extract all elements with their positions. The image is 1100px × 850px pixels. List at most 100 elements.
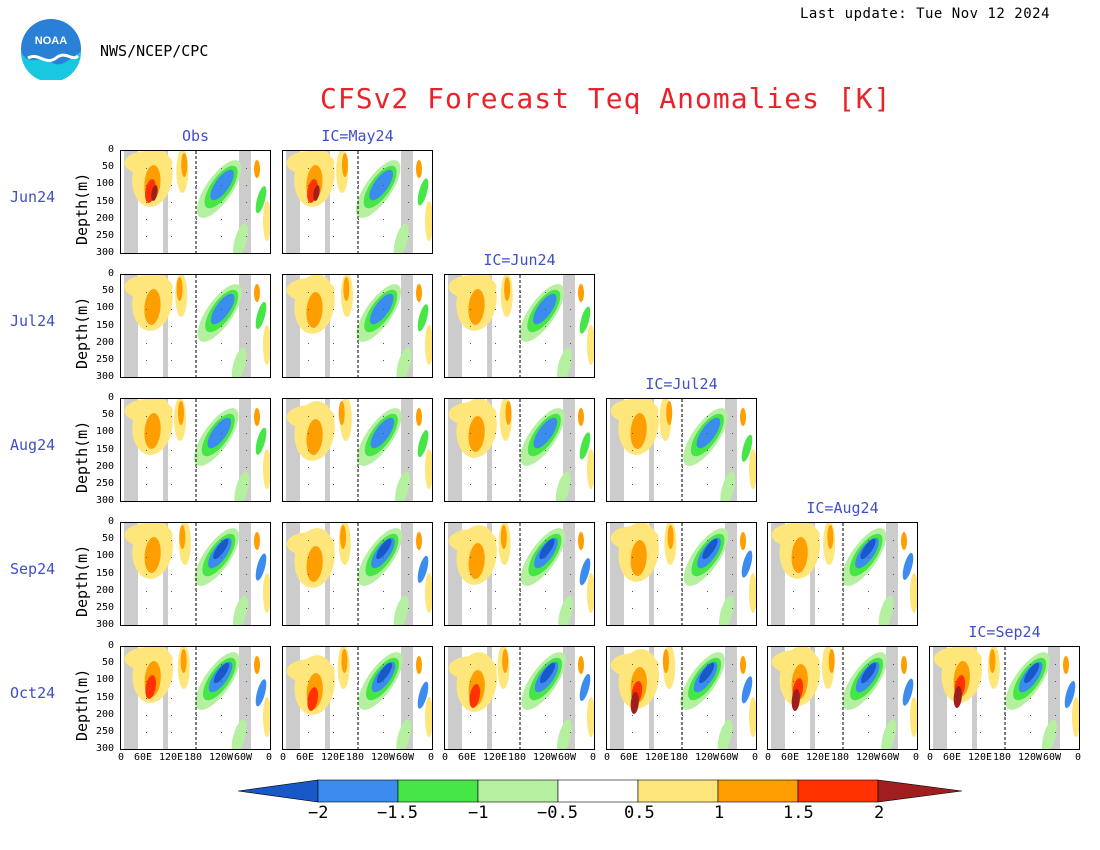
column-label-ic-sep24: IC=Sep24 [968,623,1041,641]
grid-dot [196,168,197,169]
land-mask-maritime [649,523,654,625]
atlantic-deep-warm [749,449,756,489]
warm-anomaly-west-pacific-core [340,525,347,549]
grid-dot [221,625,222,626]
grid-dot [793,557,794,558]
cold-anomaly-darkblue [539,538,555,560]
warm-anomaly-darkred [313,185,320,201]
grid-dot [657,749,658,750]
atlantic-warm-anomaly [740,408,746,426]
grid-dot [818,681,819,682]
cold-anomaly-darkblue [702,538,718,560]
y-tick-label: 200 [95,460,114,472]
x-tick-label: 120W [371,752,396,763]
grid-dot [570,343,571,344]
grid-dot [408,608,409,609]
grid-dot [358,574,359,575]
grid-dot [818,732,819,733]
grid-dot [955,715,956,716]
grid-dot [333,484,334,485]
grid-dot [1005,749,1006,750]
grid-dot [221,343,222,344]
grid-dot [632,715,633,716]
grid-dot [221,574,222,575]
x-tick-label: 0 [266,752,273,763]
cold-anomaly-darkblue [213,662,230,684]
column-label-ic-may24: IC=May24 [321,127,394,145]
grid-dot [545,343,546,344]
grid-dot [146,292,147,293]
atlantic-cold-anomaly [417,430,429,458]
atlantic-warm-anomaly [1063,656,1069,674]
grid-dot [632,416,633,417]
y-tick-label: 300 [95,247,114,258]
grid-dot [408,309,409,310]
warm-anomaly-west-pacific-core [502,649,509,673]
warm-anomaly-west-pacific-core [343,277,350,301]
grid-dot [495,540,496,541]
grid-dot [570,360,571,361]
panel-sep24-col3 [606,522,757,626]
warm-anomaly-surface [286,532,335,556]
grid-dot [520,309,521,310]
grid-dot [495,698,496,699]
panel-plot [286,275,432,377]
x-tick-label: 60E [781,752,800,763]
grid-dot [383,715,384,716]
land-mask-maritime [163,523,168,625]
grid-dot [146,416,147,417]
grid-dot [383,749,384,750]
grid-dot [682,467,683,468]
grid-dot [470,540,471,541]
grid-dot [196,219,197,220]
grid-dot [196,732,197,733]
colorbar-label-m05: −0.5 [537,803,578,823]
grid-dot [221,185,222,186]
x-tick-label: 120E [159,752,184,763]
grid-dot [495,591,496,592]
grid-dot [570,574,571,575]
grid-dot [545,681,546,682]
x-tick-label: 120E [645,752,670,763]
warm-anomaly-west-pacific-core [662,649,669,673]
atlantic-warm-anomaly [740,532,746,550]
grid-dot [383,467,384,468]
cold-anomaly-deep [393,223,409,253]
grid-dot [171,202,172,203]
cold-anomaly-blue [370,417,395,449]
x-tick-label: 0 [428,752,435,763]
grid-dot [843,732,844,733]
grid-dot [682,450,683,451]
atlantic-warm-anomaly [416,284,422,302]
grid-dot [308,433,309,434]
grid-dot [171,360,172,361]
grid-dot [171,433,172,434]
x-tick-label: 180 [184,752,203,763]
x-tick-label: 0 [118,752,125,763]
grid-dot [333,185,334,186]
grid-dot [843,574,844,575]
y-tick-label: 150 [95,319,114,331]
x-tick-label: 0 [765,752,772,763]
x-tick-label: 180 [993,752,1012,763]
grid-dot [196,608,197,609]
atlantic-warm-anomaly [416,532,422,550]
x-tick-label: 120W [856,752,881,763]
grid-dot [632,574,633,575]
grid-dot [308,309,309,310]
grid-dot [893,698,894,699]
grid-dot [732,450,733,451]
atlantic-warm-anomaly [578,284,584,302]
x-tick-label: 120E [321,752,346,763]
grid-dot [707,433,708,434]
grid-dot [383,433,384,434]
x-tick-label: 120W [209,752,234,763]
grid-dot [196,343,197,344]
colorbar-label-p1: 1 [714,803,725,823]
grid-dot [196,557,197,558]
land-mask-maritime [487,399,492,501]
atlantic-deep-warm [425,573,432,613]
panel-plot [448,275,594,377]
grid-dot [171,574,172,575]
grid-dot [570,608,571,609]
